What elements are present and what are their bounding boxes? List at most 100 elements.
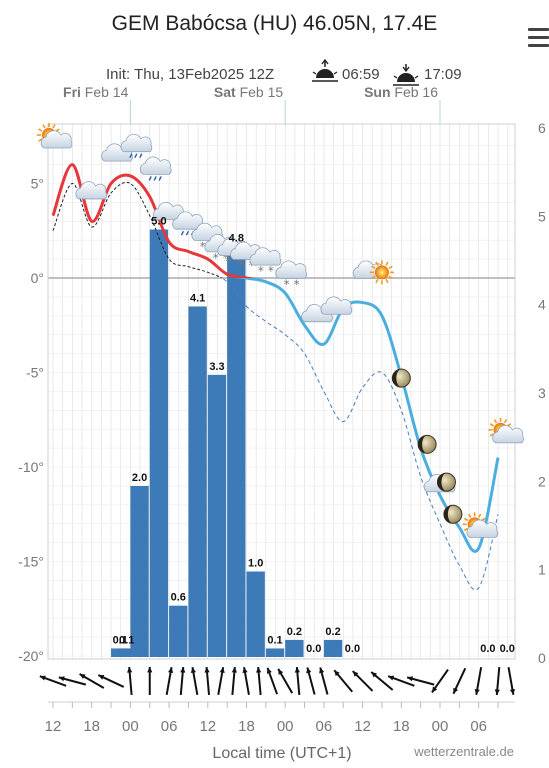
y-right-tick-label: 0	[538, 650, 546, 666]
precip-label: 0.0	[480, 643, 495, 655]
sun-disc	[374, 265, 389, 280]
wind-arrow-head	[278, 668, 284, 675]
precip-bar	[188, 306, 207, 657]
wind-arrow	[97, 674, 125, 688]
snowflake: *	[226, 255, 232, 269]
y-right-tick-label: 4	[538, 297, 546, 313]
snowflake: *	[284, 277, 290, 291]
y-right-tick-label: 1	[538, 562, 546, 578]
init-time: Init: Thu, 13Feb2025 12Z	[106, 66, 274, 83]
snowflake: *	[294, 277, 300, 291]
precip-label: 0.2	[287, 626, 302, 638]
wind-arrow-head	[58, 676, 65, 682]
sun-ray	[463, 517, 469, 522]
precip-bar	[285, 639, 304, 657]
day-label: Fri Feb 14	[63, 84, 129, 100]
wind-arrow	[217, 667, 225, 695]
sun-ray	[388, 265, 393, 270]
sun-ray	[388, 275, 393, 280]
day-label: Sat Feb 15	[214, 84, 283, 100]
rain-drop	[185, 230, 190, 236]
x-tick-label: 06	[316, 718, 333, 735]
precip-label: 5.0	[151, 216, 166, 228]
y-axis-right: 6 5 4 3 2 1 0	[538, 120, 546, 666]
wind-arrow	[39, 675, 67, 687]
wind-arrow	[179, 666, 186, 696]
sun-icon	[369, 260, 394, 285]
x-tick-label: 00	[122, 718, 139, 735]
wind-arrow	[387, 675, 415, 687]
precip-label: 0.0	[306, 643, 321, 655]
precipitation-labels: 0.10.12.05.00.64.13.34.81.00.10.20.00.20…	[113, 216, 515, 656]
wind-arrow	[351, 670, 374, 692]
sun-ray	[493, 419, 498, 424]
chart-title: GEM Babócsa (HU) 46.05N, 17.4E	[111, 12, 438, 35]
y-tick-label: -10°	[18, 459, 44, 475]
sun-ray	[489, 423, 494, 427]
x-axis: 12 18 00 06 12 18 00 06 12 18 00 06	[45, 701, 515, 735]
snowflake: *	[258, 264, 264, 278]
wind-arrow-head	[242, 667, 248, 673]
precip-bar	[149, 229, 169, 657]
sun-cloud-icon	[37, 123, 73, 149]
cloud-shape	[466, 519, 499, 538]
sun-ray	[38, 138, 43, 142]
hamburger-menu-icon[interactable]	[528, 28, 549, 48]
moon-icon	[417, 434, 437, 454]
wind-arrow	[231, 666, 237, 696]
wind-arrow-head	[388, 675, 395, 681]
precip-label: 3.3	[209, 361, 224, 373]
wind-arrow-head	[204, 667, 210, 673]
wind-arrow-head	[231, 667, 237, 673]
y-right-tick-label: 2	[538, 473, 546, 489]
x-tick-label: 18	[238, 718, 255, 735]
precip-bar	[265, 648, 285, 657]
moon-shadow	[392, 369, 402, 388]
snowflake: *	[239, 258, 245, 272]
wind-arrow	[306, 667, 316, 695]
wind-arrow	[333, 669, 354, 693]
x-tick-label: 18	[393, 718, 410, 735]
precip-bar	[130, 486, 149, 657]
y-tick-label: 0°	[31, 270, 44, 286]
temperature-lines	[51, 163, 500, 591]
wind-arrow	[406, 676, 435, 686]
rain-drop	[129, 153, 133, 159]
precip-bar	[207, 374, 227, 657]
wind-arrow	[294, 666, 301, 696]
plot-frame	[47, 123, 516, 660]
wind-arrow	[204, 666, 211, 696]
wind-arrow	[165, 667, 174, 695]
snowflake: *	[213, 251, 219, 265]
wind-arrow	[242, 667, 250, 695]
sun-ray	[468, 513, 472, 518]
sunset-icon	[393, 64, 419, 86]
y-tick-label: -5°	[26, 365, 44, 381]
sun-ray	[375, 261, 379, 266]
precip-label: 1.0	[248, 558, 263, 570]
snowflake: *	[236, 255, 242, 269]
wind-arrow	[452, 667, 467, 695]
snow-cloud-icon: **	[275, 260, 308, 291]
precip-label: 2.0	[132, 472, 147, 484]
day-labels: Fri Feb 14 Sat Feb 15 Sun Feb 16	[63, 84, 441, 124]
cloud-shape	[320, 296, 353, 315]
sun-ray	[375, 278, 379, 284]
moon-icon	[391, 368, 411, 388]
wind-arrow	[256, 666, 262, 696]
cloud-shape	[120, 133, 153, 153]
wind-arrow-head	[294, 667, 300, 673]
moon-icon	[443, 504, 463, 524]
x-tick-label: 12	[45, 718, 62, 735]
x-tick-label: 00	[432, 718, 449, 735]
sunset-time: 17:09	[424, 66, 462, 83]
wind-arrow-head	[266, 667, 272, 674]
y-right-tick-label: 5	[538, 208, 546, 224]
weather-icons: ************	[37, 123, 524, 538]
wind-arrow-head	[509, 689, 516, 695]
x-tick-label: 12	[354, 718, 371, 735]
y-right-tick-label: 6	[538, 120, 546, 136]
precip-label: 4.8	[229, 233, 244, 245]
precip-label: 0.2	[325, 626, 340, 638]
y-right-tick-label: 3	[538, 385, 546, 401]
